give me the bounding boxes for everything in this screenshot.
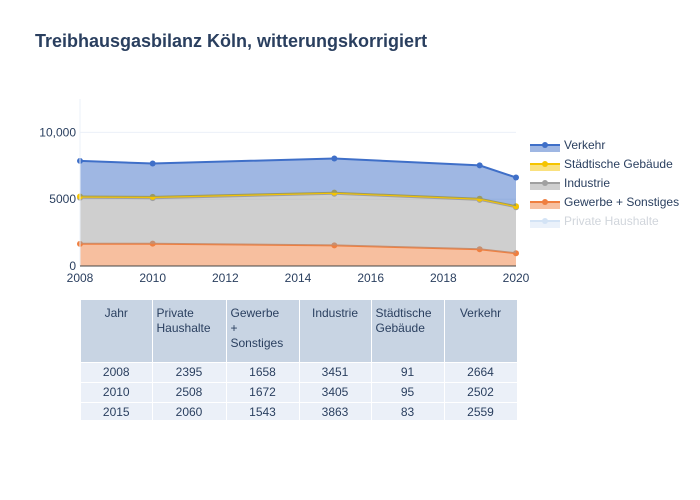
point-verkehr bbox=[513, 174, 519, 181]
x-tick-label: 2014 bbox=[285, 271, 312, 285]
legend-label: Industrie bbox=[564, 176, 610, 190]
table-cell: 2015 bbox=[81, 402, 153, 420]
chart-title: Treibhausgasbilanz Köln, witterungskorri… bbox=[35, 31, 428, 51]
legend-item[interactable]: Private Haushalte bbox=[530, 214, 659, 228]
x-tick-label: 2020 bbox=[503, 271, 530, 285]
legend-label: Gewerbe + Sonstiges bbox=[564, 195, 679, 209]
table-header-cell: Jahr bbox=[81, 300, 153, 363]
x-tick-label: 2012 bbox=[212, 271, 239, 285]
table-header-cell: Gewerbe + Sonstiges bbox=[226, 300, 300, 363]
table-cell: 1543 bbox=[226, 402, 300, 420]
data-table: Jahr Private Haushalte Gewerbe + Sonstiges Ind… bbox=[81, 300, 517, 420]
table-cell: 3405 bbox=[299, 382, 372, 403]
table-cell: 3451 bbox=[299, 362, 372, 383]
table-row: 2010 2508 1672 3405 95 2502 bbox=[81, 382, 517, 403]
legend-swatch bbox=[530, 164, 560, 171]
table-cell: 95 bbox=[371, 382, 445, 403]
y-tick-label: 5000 bbox=[49, 192, 76, 206]
table-row: 2015 2060 1543 3863 83 2559 bbox=[81, 402, 517, 420]
table-header-cell: Private Haushalte bbox=[152, 300, 227, 363]
legend-swatch bbox=[530, 221, 560, 228]
table-cell: 91 bbox=[371, 362, 445, 383]
legend-marker bbox=[542, 142, 548, 148]
legend-marker bbox=[542, 199, 548, 205]
table-cell: 3863 bbox=[299, 402, 372, 420]
table-cell: 83 bbox=[371, 402, 445, 420]
area-industrie bbox=[80, 193, 516, 254]
table-cell: 2060 bbox=[152, 402, 227, 420]
table-header-cell: Verkehr bbox=[444, 300, 517, 363]
legend-marker bbox=[542, 218, 548, 224]
legend-label: Städtische Gebäude bbox=[564, 157, 673, 171]
legend-marker bbox=[542, 161, 548, 167]
table-cell: 2508 bbox=[152, 382, 227, 403]
table-row: 2008 2395 1658 3451 91 2664 bbox=[81, 362, 517, 383]
table-header-cell: Städtische Gebäude bbox=[371, 300, 445, 363]
legend-item[interactable]: Industrie bbox=[530, 176, 610, 190]
legend-label: Private Haushalte bbox=[564, 214, 659, 228]
legend[interactable]: Verkehr Städtische Gebäude Industrie Gewerb… bbox=[530, 138, 679, 228]
table-header-cell: Industrie bbox=[299, 300, 372, 363]
x-tick-label: 2016 bbox=[357, 271, 384, 285]
table-cell: 1658 bbox=[226, 362, 300, 383]
legend-label: Verkehr bbox=[564, 138, 605, 152]
table-cell: 2664 bbox=[444, 362, 517, 383]
table-cell: 2559 bbox=[444, 402, 517, 420]
area-verkehr bbox=[80, 158, 516, 207]
legend-swatch bbox=[530, 145, 560, 152]
data-table-container[interactable]: Jahr Private Haushalte Gewerbe + Sonstiges Ind… bbox=[81, 300, 517, 420]
table-cell: 2010 bbox=[81, 382, 153, 403]
axes: 0 5000 10,000 2008 2010 2012 2014 2016 2018 2020 bbox=[39, 99, 530, 285]
legend-swatch bbox=[530, 202, 560, 209]
x-tick-label: 2008 bbox=[67, 271, 94, 285]
y-tick-label: 10,000 bbox=[39, 125, 76, 139]
table-cell: 2008 bbox=[81, 362, 153, 383]
table-header-row: Jahr Private Haushalte Gewerbe + Sonstiges Ind… bbox=[81, 300, 517, 363]
table-cell: 2502 bbox=[444, 382, 517, 403]
legend-item[interactable]: Verkehr bbox=[530, 138, 605, 152]
x-tick-label: 2018 bbox=[430, 271, 457, 285]
plot-area bbox=[77, 155, 519, 266]
point-verkehr bbox=[149, 160, 156, 167]
point-verkehr bbox=[476, 162, 483, 169]
legend-item[interactable]: Gewerbe + Sonstiges bbox=[530, 195, 679, 209]
area-gewerbe-sonstiges bbox=[80, 243, 516, 266]
x-tick-label: 2010 bbox=[139, 271, 166, 285]
legend-swatch bbox=[530, 183, 560, 190]
y-tick-label: 0 bbox=[69, 259, 76, 273]
table-cell: 2395 bbox=[152, 362, 227, 383]
legend-item[interactable]: Städtische Gebäude bbox=[530, 157, 673, 171]
legend-marker bbox=[542, 180, 548, 186]
point-verkehr bbox=[331, 155, 338, 162]
table-cell: 1672 bbox=[226, 382, 300, 403]
